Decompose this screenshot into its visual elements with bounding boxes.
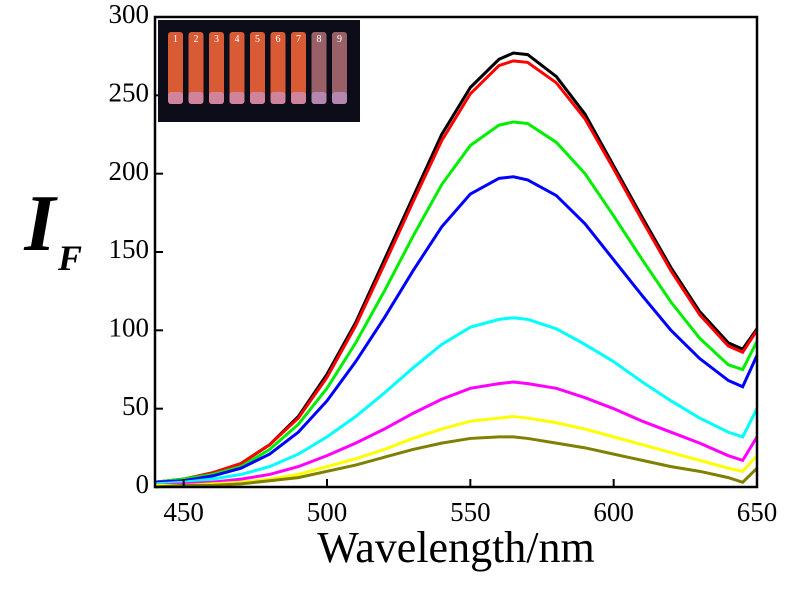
vial-glow <box>250 92 265 104</box>
y-axis-label: I <box>23 180 58 268</box>
series-line <box>155 414 759 487</box>
x-tick-label: 550 <box>450 497 491 527</box>
y-tick-label: 0 <box>136 469 150 499</box>
series-line <box>154 120 759 484</box>
vial-label: 2 <box>194 34 199 45</box>
vial-glow <box>311 92 327 104</box>
vial <box>311 32 327 104</box>
vial <box>209 32 224 104</box>
vial-label: 9 <box>337 34 342 45</box>
vial-label: 1 <box>173 34 178 45</box>
vial-glow <box>270 92 286 104</box>
vial-label: 5 <box>255 34 260 45</box>
vial-label: 3 <box>214 34 219 45</box>
vial <box>332 32 347 104</box>
x-tick-label: 450 <box>163 497 204 527</box>
y-tick-label: 100 <box>109 313 150 343</box>
x-tick-label: 600 <box>593 497 634 527</box>
series-line <box>154 175 759 484</box>
y-tick-label: 300 <box>109 0 150 29</box>
x-tick-label: 650 <box>737 497 778 527</box>
vial-label: 6 <box>276 34 281 45</box>
vial-glow <box>291 92 306 104</box>
vial-glow <box>188 92 204 104</box>
series-line <box>154 316 759 486</box>
y-axis-label-sub: F <box>57 238 82 278</box>
x-axis-label: Wavelength/nm <box>317 523 595 572</box>
vial-glow <box>229 92 245 104</box>
vial <box>168 32 183 104</box>
y-tick-label: 50 <box>122 391 149 421</box>
vial-glow <box>332 92 347 104</box>
vial-glow <box>168 92 183 104</box>
y-tick-label: 150 <box>109 234 150 264</box>
vial-label: 8 <box>317 34 322 45</box>
series-line <box>154 435 759 489</box>
vial <box>270 32 286 104</box>
vial <box>250 32 265 104</box>
vial <box>188 32 204 104</box>
vial-glow <box>209 92 224 104</box>
vial <box>291 32 306 104</box>
vial-label: 4 <box>235 34 240 45</box>
series-line <box>154 59 759 484</box>
vial <box>229 32 245 104</box>
y-tick-label: 250 <box>109 78 150 108</box>
vial-label: 7 <box>296 34 301 45</box>
series-line <box>154 380 759 487</box>
x-tick-label: 500 <box>307 497 348 527</box>
y-tick-label: 200 <box>109 156 150 186</box>
